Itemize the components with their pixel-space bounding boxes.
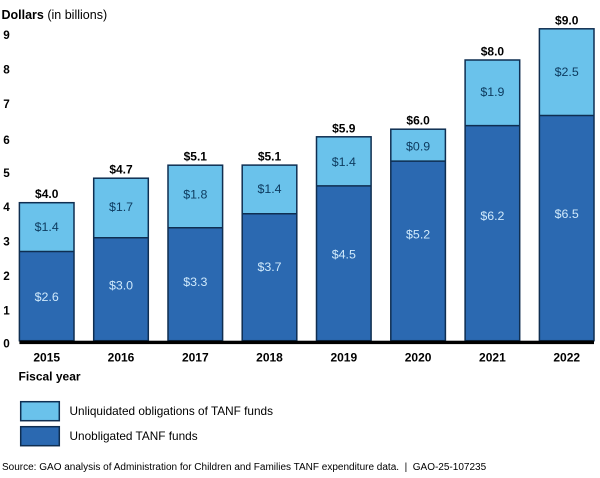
svg-text:$9.0: $9.0: [555, 13, 579, 27]
svg-text:$1.4: $1.4: [35, 220, 59, 234]
svg-text:2020: 2020: [405, 351, 432, 365]
svg-text:0: 0: [3, 337, 10, 350]
svg-text:5: 5: [3, 167, 10, 180]
svg-text:$2.6: $2.6: [35, 290, 59, 304]
svg-text:$3.3: $3.3: [183, 275, 207, 289]
svg-text:$4.5: $4.5: [332, 248, 356, 262]
svg-text:$2.5: $2.5: [555, 65, 579, 79]
svg-text:$1.4: $1.4: [257, 182, 281, 196]
svg-text:8: 8: [3, 64, 10, 77]
svg-text:2017: 2017: [182, 351, 209, 365]
svg-text:$4.0: $4.0: [35, 187, 59, 201]
svg-text:9: 9: [3, 29, 10, 42]
svg-text:$6.2: $6.2: [480, 209, 504, 223]
svg-text:$1.7: $1.7: [109, 200, 133, 214]
svg-text:2: 2: [3, 270, 10, 283]
svg-text:2016: 2016: [108, 351, 135, 365]
svg-text:Fiscal year: Fiscal year: [19, 370, 81, 384]
svg-text:2021: 2021: [479, 351, 506, 365]
svg-text:1: 1: [3, 304, 10, 317]
svg-text:$5.9: $5.9: [332, 121, 356, 135]
svg-text:2019: 2019: [330, 351, 357, 365]
svg-text:$5.1: $5.1: [184, 150, 208, 164]
svg-text:4: 4: [3, 201, 10, 214]
svg-text:$5.2: $5.2: [406, 228, 430, 242]
svg-text:Dollars (in billions): Dollars (in billions): [2, 8, 108, 22]
svg-text:2015: 2015: [33, 351, 60, 365]
svg-text:$3.7: $3.7: [257, 260, 281, 274]
svg-text:$3.0: $3.0: [109, 278, 133, 292]
svg-text:$0.9: $0.9: [406, 140, 430, 154]
svg-text:$8.0: $8.0: [481, 45, 505, 59]
svg-text:2022: 2022: [553, 351, 580, 365]
svg-text:$1.4: $1.4: [332, 155, 356, 169]
svg-text:Unliquidated obligations of TA: Unliquidated obligations of TANF funds: [70, 404, 274, 418]
svg-text:6: 6: [3, 134, 10, 147]
svg-text:2018: 2018: [256, 351, 283, 365]
svg-text:$1.8: $1.8: [183, 188, 207, 202]
svg-text:3: 3: [3, 236, 10, 249]
svg-text:$6.0: $6.0: [406, 114, 430, 128]
svg-text:7: 7: [3, 98, 10, 111]
svg-text:$1.9: $1.9: [480, 85, 504, 99]
svg-text:Source: GAO analysis of Admini: Source: GAO analysis of Administration f…: [2, 462, 487, 473]
svg-text:$4.7: $4.7: [109, 163, 133, 177]
svg-text:$5.1: $5.1: [258, 150, 282, 164]
svg-text:$6.5: $6.5: [555, 207, 579, 221]
svg-text:Unobligated TANF funds: Unobligated TANF funds: [70, 429, 198, 443]
